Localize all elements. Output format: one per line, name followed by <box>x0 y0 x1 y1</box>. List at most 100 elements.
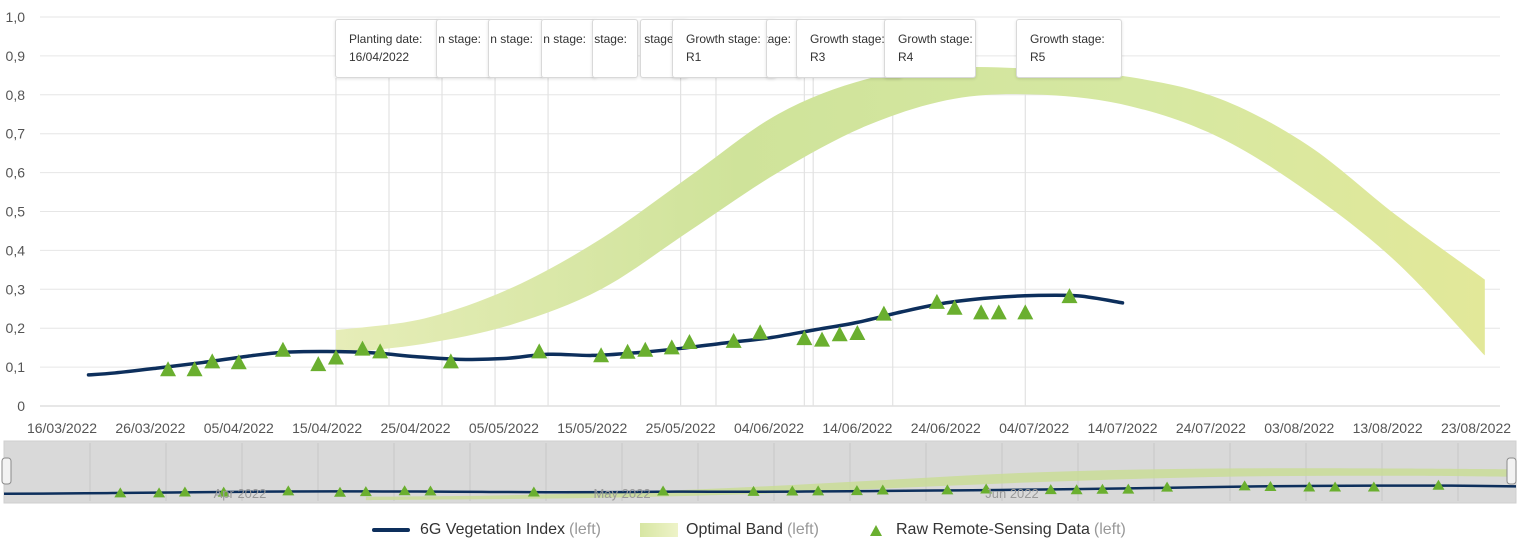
stage-annotation-value: R3 <box>810 50 826 64</box>
navigator-point <box>217 486 230 497</box>
raw-data-point <box>973 304 990 320</box>
raw-data-point <box>990 304 1007 320</box>
x-tick-label: 23/08/2022 <box>1441 420 1511 436</box>
stage-annotation-value: R4 <box>898 50 914 64</box>
x-tick-label: 16/03/2022 <box>27 420 97 436</box>
raw-data-point <box>875 305 892 321</box>
navigator-point <box>980 483 993 494</box>
x-tick-label: 14/06/2022 <box>822 420 892 436</box>
navigator-markers <box>114 479 1445 498</box>
stage-annotation-title: Growth stage: <box>1030 32 1105 46</box>
x-tick-label: 25/05/2022 <box>646 420 716 436</box>
y-tick-label: 0,9 <box>6 48 26 64</box>
raw-data-markers <box>160 288 1078 377</box>
y-tick-label: 0,5 <box>6 204 26 220</box>
legend-label: Optimal Band <box>686 521 783 538</box>
navigator-point <box>178 486 191 497</box>
legend-item-raw-data[interactable]: Raw Remote-Sensing Data (left) <box>862 518 1126 542</box>
navigator-point <box>850 485 863 496</box>
navigator-point <box>657 485 670 496</box>
stage-annotation-title: stage: <box>644 32 677 46</box>
raw-data-point <box>928 293 945 309</box>
navigator-labels: Apr 2022 May 2022 Jun 2022 <box>214 486 1039 501</box>
raw-data-point <box>310 356 327 372</box>
raw-data-point <box>372 343 389 359</box>
x-tick-label: 05/04/2022 <box>204 420 274 436</box>
navigator-point <box>424 485 437 496</box>
navigator-point <box>153 487 166 498</box>
legend-label: 6G Vegetation Index <box>420 521 565 538</box>
raw-data-point <box>274 341 291 357</box>
x-tick-label: 15/05/2022 <box>557 420 627 436</box>
raw-data-point <box>619 343 636 359</box>
x-tick-label: 15/04/2022 <box>292 420 362 436</box>
raw-data-point <box>1061 288 1078 304</box>
raw-data-point <box>752 324 769 340</box>
navigator-point <box>282 485 295 496</box>
y-tick-label: 0,3 <box>6 281 26 297</box>
stage-annotation: Planting date: 16/04/2022 <box>335 19 441 78</box>
navigator-point <box>812 485 825 496</box>
raw-data-point <box>814 331 831 347</box>
legend-axis: (left) <box>569 521 601 538</box>
navigator-point <box>747 485 760 496</box>
navigator-right-handle[interactable] <box>1506 457 1517 485</box>
y-tick-label: 0,4 <box>6 242 26 258</box>
grid <box>40 16 1500 407</box>
stage-annotation-value: R5 <box>1030 50 1046 64</box>
raw-data-point <box>681 333 698 349</box>
y-tick-label: 0,1 <box>6 359 26 375</box>
stage-annotation: n stage: <box>488 19 544 78</box>
navigator-point <box>1303 481 1316 492</box>
stage-annotation-title: n stage: <box>543 32 586 46</box>
navigator-point <box>1161 481 1174 492</box>
stage-annotation: Growth stage: R5 <box>1016 19 1122 78</box>
raw-data-point <box>442 353 459 369</box>
raw-data-point <box>849 325 866 341</box>
stage-annotation: Growth stage: R4 <box>884 19 976 78</box>
raw-data-point <box>593 347 610 363</box>
navigator-point <box>114 487 127 498</box>
x-tick-label: 13/08/2022 <box>1353 420 1423 436</box>
stage-annotation: n stage: <box>541 19 597 78</box>
legend-axis: (left) <box>786 521 819 538</box>
stage-annotation-title: stage: <box>594 32 627 46</box>
navigator-label: Apr 2022 <box>214 486 267 501</box>
legend-label: Raw Remote-Sensing Data <box>896 521 1090 538</box>
x-axis: 16/03/2022 26/03/2022 05/04/2022 15/04/2022… <box>27 420 1511 436</box>
navigator-line <box>3 484 1517 496</box>
y-tick-label: 0,7 <box>6 126 26 142</box>
navigator-left-handle[interactable] <box>1 457 12 485</box>
legend-item-vegetation-index[interactable]: 6G Vegetation Index (left) <box>372 518 601 542</box>
navigator-point <box>1432 479 1445 490</box>
navigator-point <box>1096 483 1109 494</box>
navigator-point <box>527 486 540 497</box>
x-tick-label: 24/06/2022 <box>911 420 981 436</box>
stage-lines <box>335 78 1026 406</box>
navigator-point <box>786 485 799 496</box>
legend-line-swatch <box>372 528 410 532</box>
optimal-band-area <box>335 66 1485 356</box>
raw-data-point <box>354 340 371 356</box>
y-tick-label: 1,0 <box>6 9 26 25</box>
x-tick-label: 04/06/2022 <box>734 420 804 436</box>
stage-annotation-title: stage: <box>767 32 791 46</box>
navigator-point <box>941 484 954 495</box>
navigator-label: Jun 2022 <box>985 486 1039 501</box>
x-tick-label: 24/07/2022 <box>1176 420 1246 436</box>
navigator-point <box>1238 480 1251 491</box>
legend-band-swatch <box>640 523 678 537</box>
x-tick-label: 04/07/2022 <box>999 420 1069 436</box>
y-tick-label: 0,8 <box>6 87 26 103</box>
raw-data-point <box>831 326 848 342</box>
x-tick-label: 25/04/2022 <box>380 420 450 436</box>
legend-item-optimal-band[interactable]: Optimal Band (left) <box>640 518 819 542</box>
navigator-point <box>398 485 411 496</box>
navigator-point <box>359 486 372 497</box>
stage-annotation-title: Growth stage: <box>810 32 885 46</box>
legend: 6G Vegetation Index (left) Optimal Band … <box>0 518 1520 542</box>
raw-data-point <box>327 349 344 365</box>
navigator-point <box>876 484 889 495</box>
navigator-point <box>1070 484 1083 495</box>
stage-annotation-title: Growth stage: <box>898 32 973 46</box>
